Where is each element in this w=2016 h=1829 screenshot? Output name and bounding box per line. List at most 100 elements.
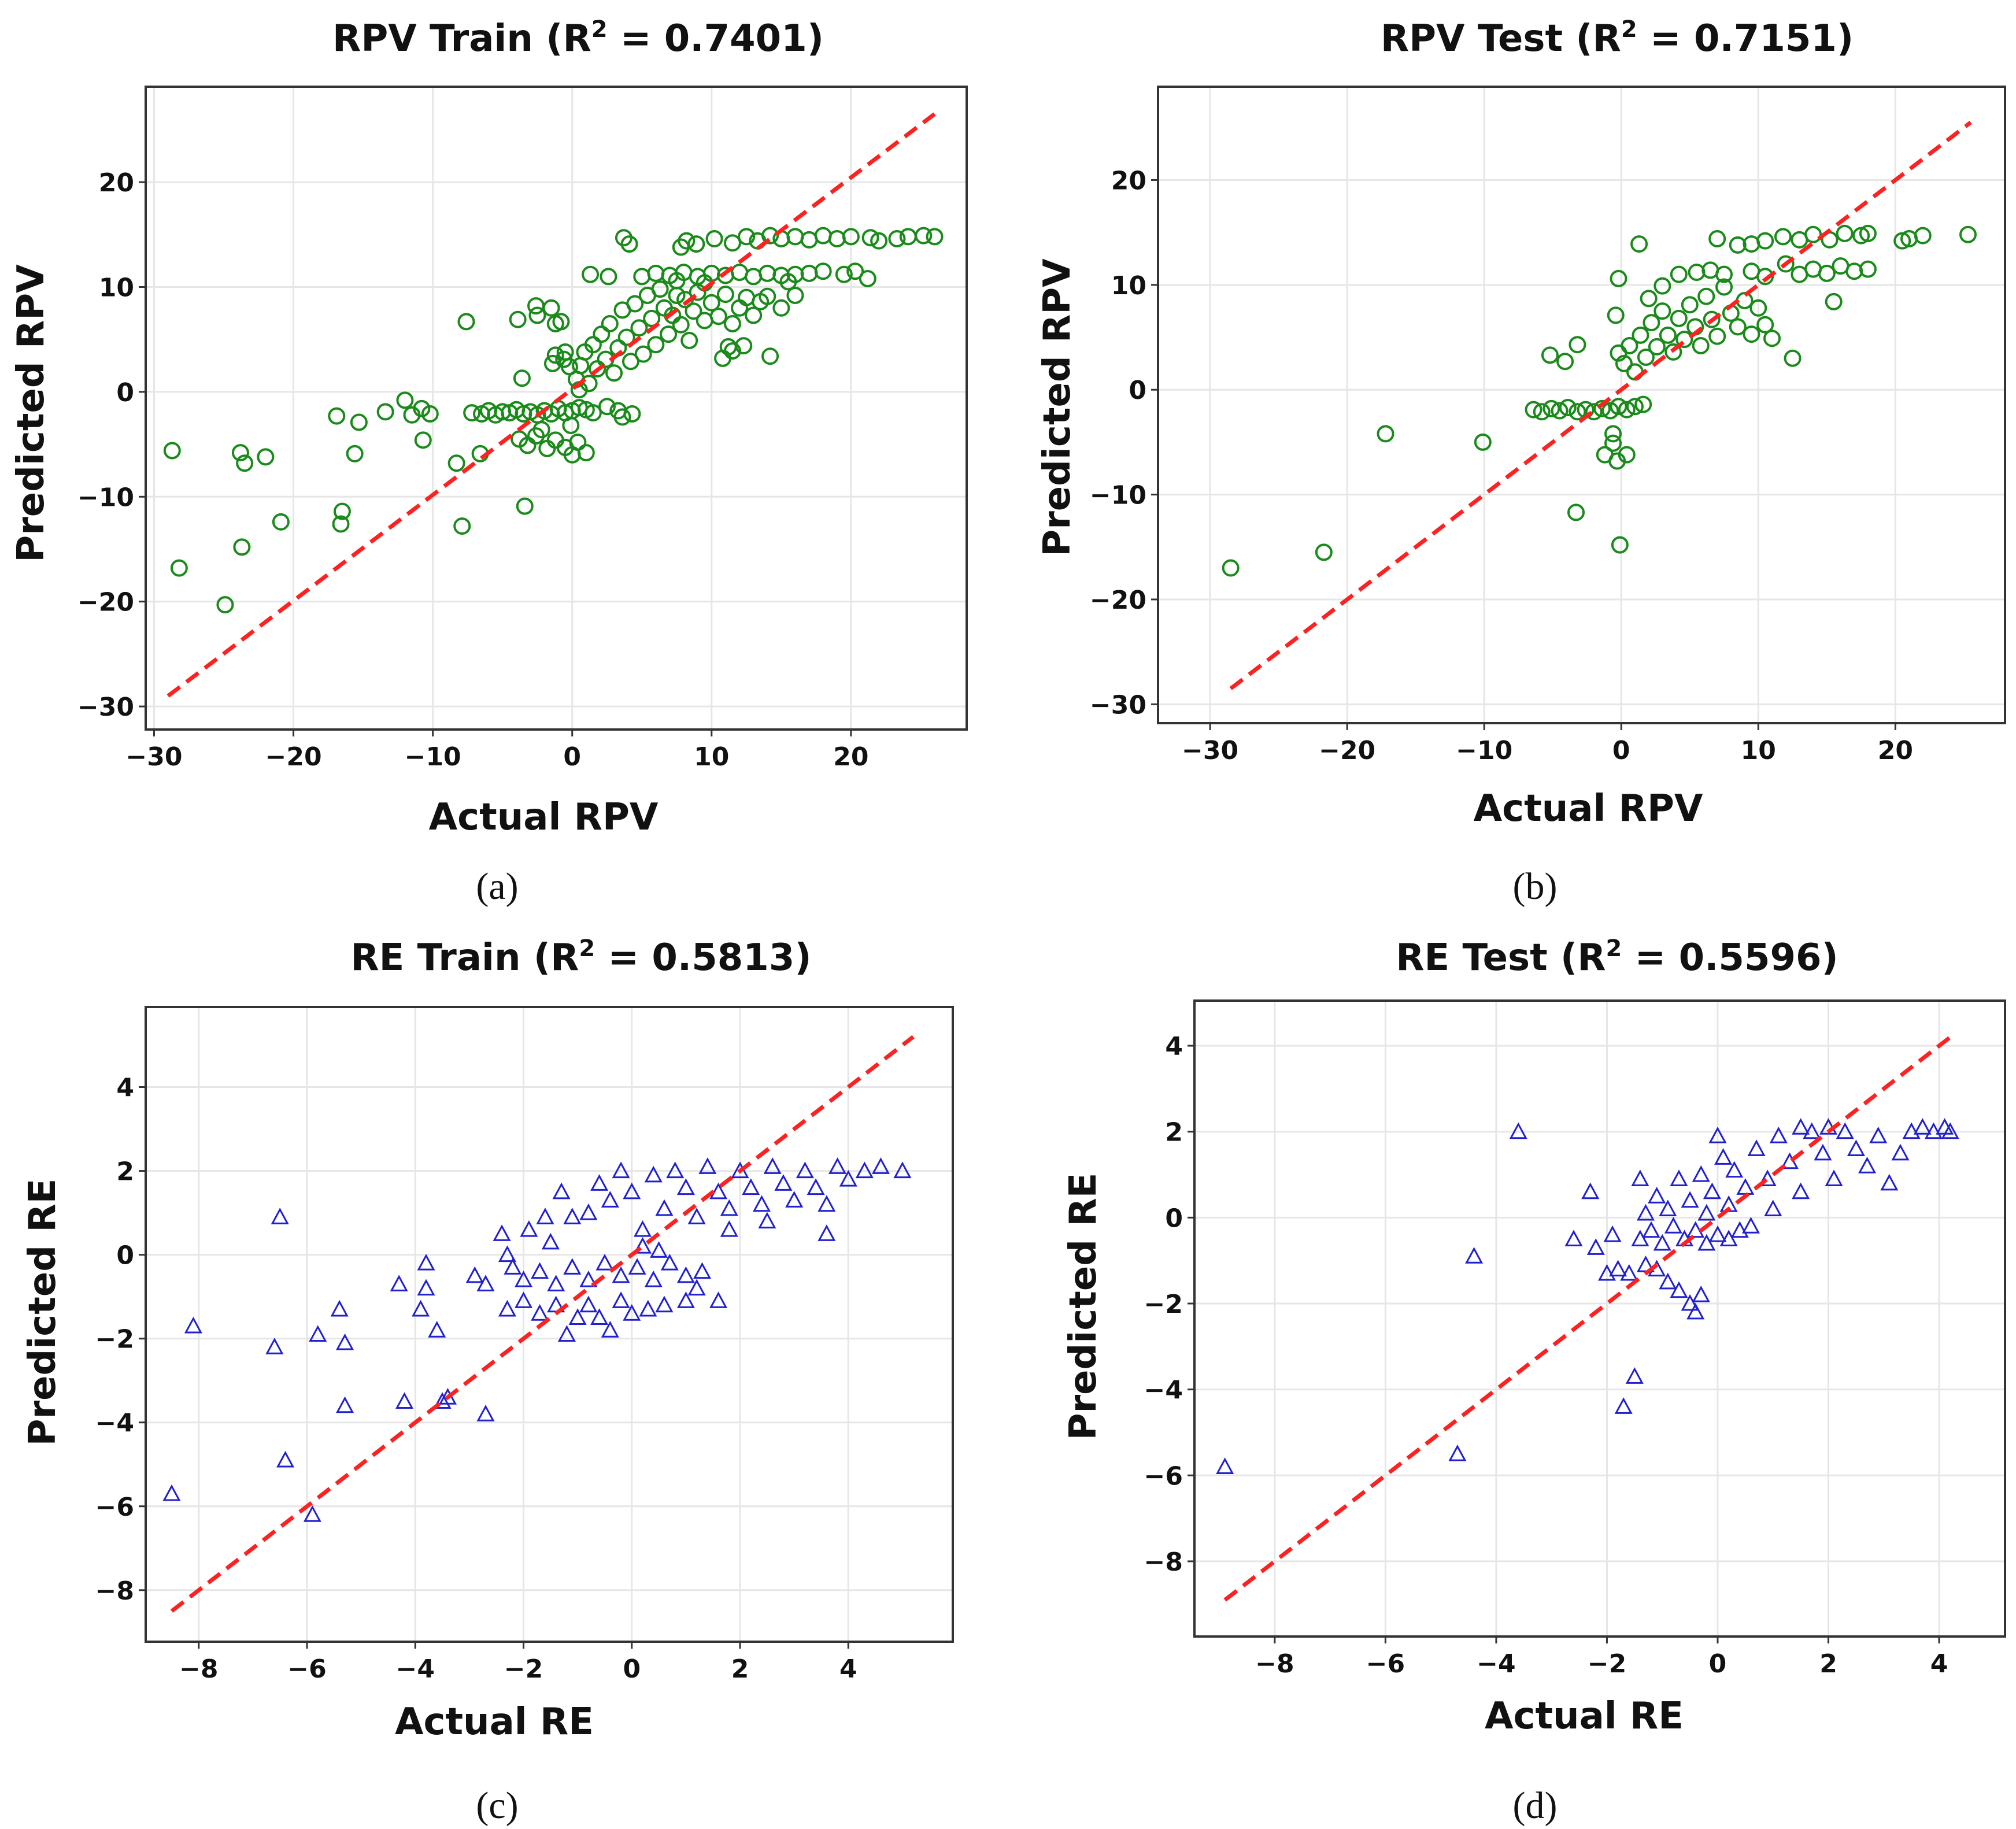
data-point: [630, 319, 648, 337]
data-point: [1708, 327, 1726, 345]
data-point: [644, 1270, 663, 1287]
data-point: [1729, 236, 1747, 254]
data-point: [257, 448, 275, 466]
reference-line: [1223, 1035, 1952, 1602]
data-point: [1597, 1264, 1616, 1281]
data-point: [647, 336, 665, 354]
data-point: [655, 1295, 674, 1313]
y-tick-label: −20: [77, 588, 134, 617]
y-tick-label: 0: [116, 378, 134, 408]
data-point: [705, 230, 723, 248]
data-point: [672, 316, 690, 334]
y-axis-label: Predicted RPV: [1036, 258, 1079, 557]
x-tick-label: 4: [1930, 1649, 1948, 1679]
data-point: [546, 314, 564, 332]
data-point: [643, 309, 661, 327]
data-point: [1630, 235, 1648, 253]
data-point: [271, 1208, 289, 1224]
data-point: [1803, 1122, 1821, 1139]
plot-area: −8 −6 −4 −2 0 2 4 −8 −6 −4 −2 0 2 4: [1144, 999, 2006, 1679]
data-point: [622, 353, 639, 371]
data-point: [761, 347, 779, 365]
data-point: [628, 1258, 646, 1275]
data-point: [1681, 1294, 1699, 1311]
data-point: [1836, 224, 1854, 242]
data-point: [216, 596, 234, 614]
data-point: [1670, 309, 1688, 327]
data-point: [330, 1299, 349, 1317]
chart-title: RPV Train (R2 = 0.7401): [332, 16, 824, 60]
data-point: [546, 346, 564, 364]
data-point: [1648, 338, 1666, 356]
y-tick-label: −30: [1090, 690, 1146, 720]
data-point: [1708, 230, 1726, 248]
y-tick-label: −20: [1090, 586, 1146, 615]
data-point: [1640, 290, 1658, 308]
data-point: [676, 1266, 695, 1283]
data-point: [855, 1161, 874, 1179]
y-tick-label: −8: [95, 1576, 134, 1606]
data-point: [1559, 399, 1577, 417]
data-point: [709, 1182, 728, 1199]
data-point: [350, 413, 368, 431]
data-point: [1670, 1281, 1688, 1298]
x-tick-label: 0: [1612, 736, 1630, 765]
x-tick-label: −20: [1319, 736, 1375, 765]
data-point: [1749, 299, 1767, 317]
data-point: [888, 230, 906, 248]
data-point: [716, 286, 734, 303]
data-point: [595, 1253, 614, 1271]
data-point: [579, 1295, 598, 1313]
data-point: [1569, 403, 1586, 421]
data-point: [871, 1157, 890, 1174]
data-point: [333, 502, 351, 520]
data-point: [605, 364, 623, 382]
data-point: [644, 1165, 663, 1183]
data-point: [476, 1275, 495, 1291]
data-point: [1692, 1165, 1710, 1182]
data-point: [1756, 232, 1774, 250]
data-point: [1715, 278, 1733, 296]
data-point: [1792, 1182, 1810, 1199]
data-point: [1586, 1238, 1605, 1255]
data-point: [1686, 1302, 1705, 1320]
data-point: [584, 404, 602, 422]
data-point: [532, 421, 550, 439]
data-point: [1847, 1139, 1865, 1156]
data-point: [709, 1291, 728, 1308]
data-point: [1880, 1173, 1899, 1191]
panel-label: (a): [476, 865, 518, 908]
data-point: [687, 235, 705, 253]
data-point: [417, 1253, 435, 1271]
data-point: [601, 314, 619, 332]
x-tick-label: −2: [504, 1654, 543, 1684]
data-point: [1804, 225, 1822, 243]
axes-frame: [145, 86, 968, 731]
data-point: [1725, 1161, 1744, 1178]
data-point: [1825, 293, 1843, 310]
data-point: [504, 1258, 522, 1275]
data-point: [612, 1291, 630, 1308]
y-tick-label: 10: [1111, 271, 1146, 301]
data-point: [1852, 227, 1870, 245]
plot-area: −30 −20 −10 0 10 20 −30 −20 −10 0 10 20: [77, 86, 968, 772]
data-point: [1692, 1285, 1710, 1302]
data-point: [601, 1191, 619, 1208]
data-point: [1747, 1139, 1766, 1156]
data-point: [582, 265, 600, 283]
y-tick-label: −10: [1090, 481, 1146, 510]
x-tick-label: −6: [1366, 1649, 1405, 1679]
data-point: [1377, 425, 1394, 443]
data-point: [660, 1253, 679, 1271]
data-point: [184, 1316, 202, 1334]
data-point: [1631, 1230, 1649, 1247]
chart-title: RPV Test (R2 = 0.7151): [1381, 16, 1854, 60]
x-tick-label: 2: [1819, 1649, 1837, 1679]
data-point: [395, 1392, 414, 1409]
data-point: [612, 1161, 630, 1179]
data-point: [1730, 1221, 1749, 1238]
data-point: [742, 1178, 760, 1195]
data-point: [1634, 395, 1652, 413]
data-point: [600, 268, 617, 286]
data-point: [1777, 255, 1795, 273]
